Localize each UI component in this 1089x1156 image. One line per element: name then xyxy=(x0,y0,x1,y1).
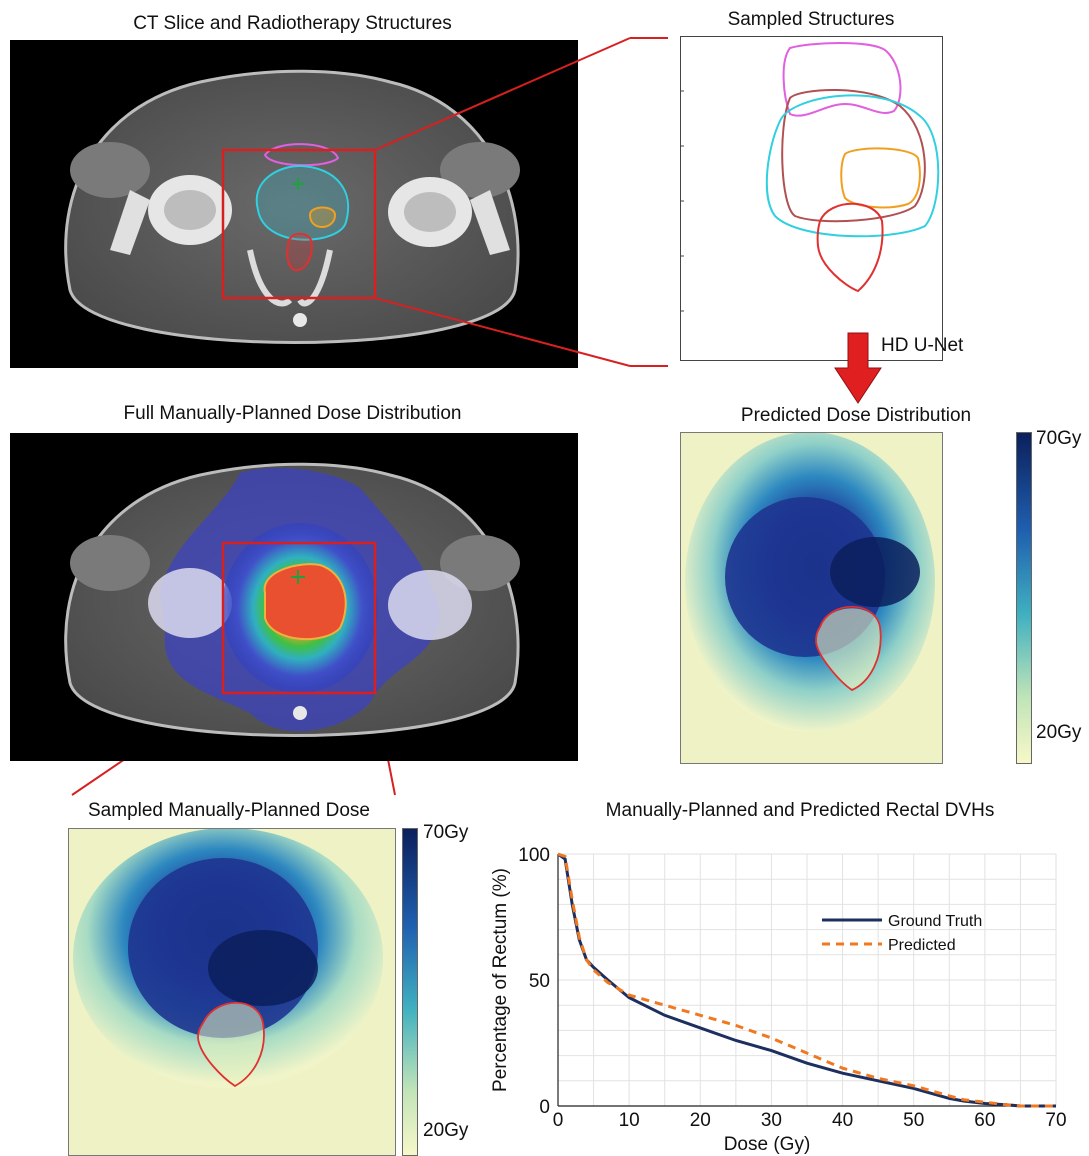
legend-label: Predicted xyxy=(888,937,956,954)
prostate-contour xyxy=(781,89,926,223)
x-tick-label: 70 xyxy=(1045,1110,1066,1131)
sampled-dose-colorbar xyxy=(402,828,418,1156)
predicted-panel-title: Predicted Dose Distribution xyxy=(740,405,972,426)
dvh-chart: 0 10 20 30 40 50 60 70 0 50 100 Dose (Gy) Percentage… xyxy=(490,845,1067,1155)
sampled-dose-map xyxy=(68,828,396,1156)
y-axis-label: Percentage of Rectum (%) xyxy=(490,868,511,1092)
structures-panel-title: Sampled Structures xyxy=(727,9,895,30)
y-tick-label: 50 xyxy=(529,971,550,992)
ptv-contour xyxy=(765,94,940,238)
series-line-predicted xyxy=(557,852,1056,1108)
y-tick-label: 0 xyxy=(539,1097,550,1118)
y-tick-label: 100 xyxy=(518,845,550,866)
full-dose-image xyxy=(10,433,578,761)
boost-contour xyxy=(840,147,921,209)
x-tick-label: 50 xyxy=(903,1110,924,1131)
sampled-dose-colorbar-max: 70Gy xyxy=(423,822,469,843)
arrow-label: HD U-Net xyxy=(881,335,964,356)
x-tick-label: 20 xyxy=(690,1110,711,1131)
rectum-contour xyxy=(816,202,884,293)
x-tick-label: 30 xyxy=(761,1110,782,1131)
x-tick-label: 40 xyxy=(832,1110,853,1131)
x-tick-label: 10 xyxy=(619,1110,640,1131)
sampled-dose-colorbar-min: 20Gy xyxy=(423,1120,469,1141)
predicted-dose-map xyxy=(680,432,943,764)
x-tick-label: 60 xyxy=(974,1110,995,1131)
predicted-colorbar-min: 20Gy xyxy=(1036,722,1082,743)
predicted-colorbar xyxy=(1016,432,1032,764)
full-dose-panel-title: Full Manually-Planned Dose Distribution xyxy=(123,403,462,424)
ct-panel-title: CT Slice and Radiotherapy Structures xyxy=(133,13,452,34)
down-arrow-icon xyxy=(834,332,882,404)
predicted-colorbar-max: 70Gy xyxy=(1036,428,1082,449)
legend-label: Ground Truth xyxy=(888,913,982,930)
ct-slice-image xyxy=(10,40,578,368)
sampled-structures-plot xyxy=(680,36,943,361)
x-axis-label: Dose (Gy) xyxy=(724,1134,811,1155)
sampled-dose-panel-title: Sampled Manually-Planned Dose xyxy=(88,800,370,821)
dvh-chart-title: Manually-Planned and Predicted Rectal DV… xyxy=(605,800,995,821)
x-tick-label: 0 xyxy=(553,1110,564,1131)
